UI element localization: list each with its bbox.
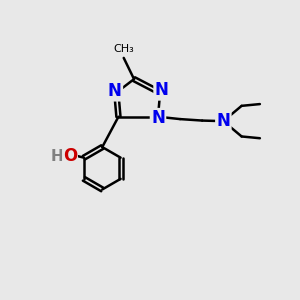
Text: H: H bbox=[50, 149, 63, 164]
Text: N: N bbox=[216, 112, 230, 130]
Text: CH₃: CH₃ bbox=[113, 44, 134, 54]
Text: O: O bbox=[63, 147, 77, 165]
Text: N: N bbox=[108, 82, 122, 100]
Text: N: N bbox=[154, 81, 169, 99]
Text: N: N bbox=[151, 109, 165, 127]
